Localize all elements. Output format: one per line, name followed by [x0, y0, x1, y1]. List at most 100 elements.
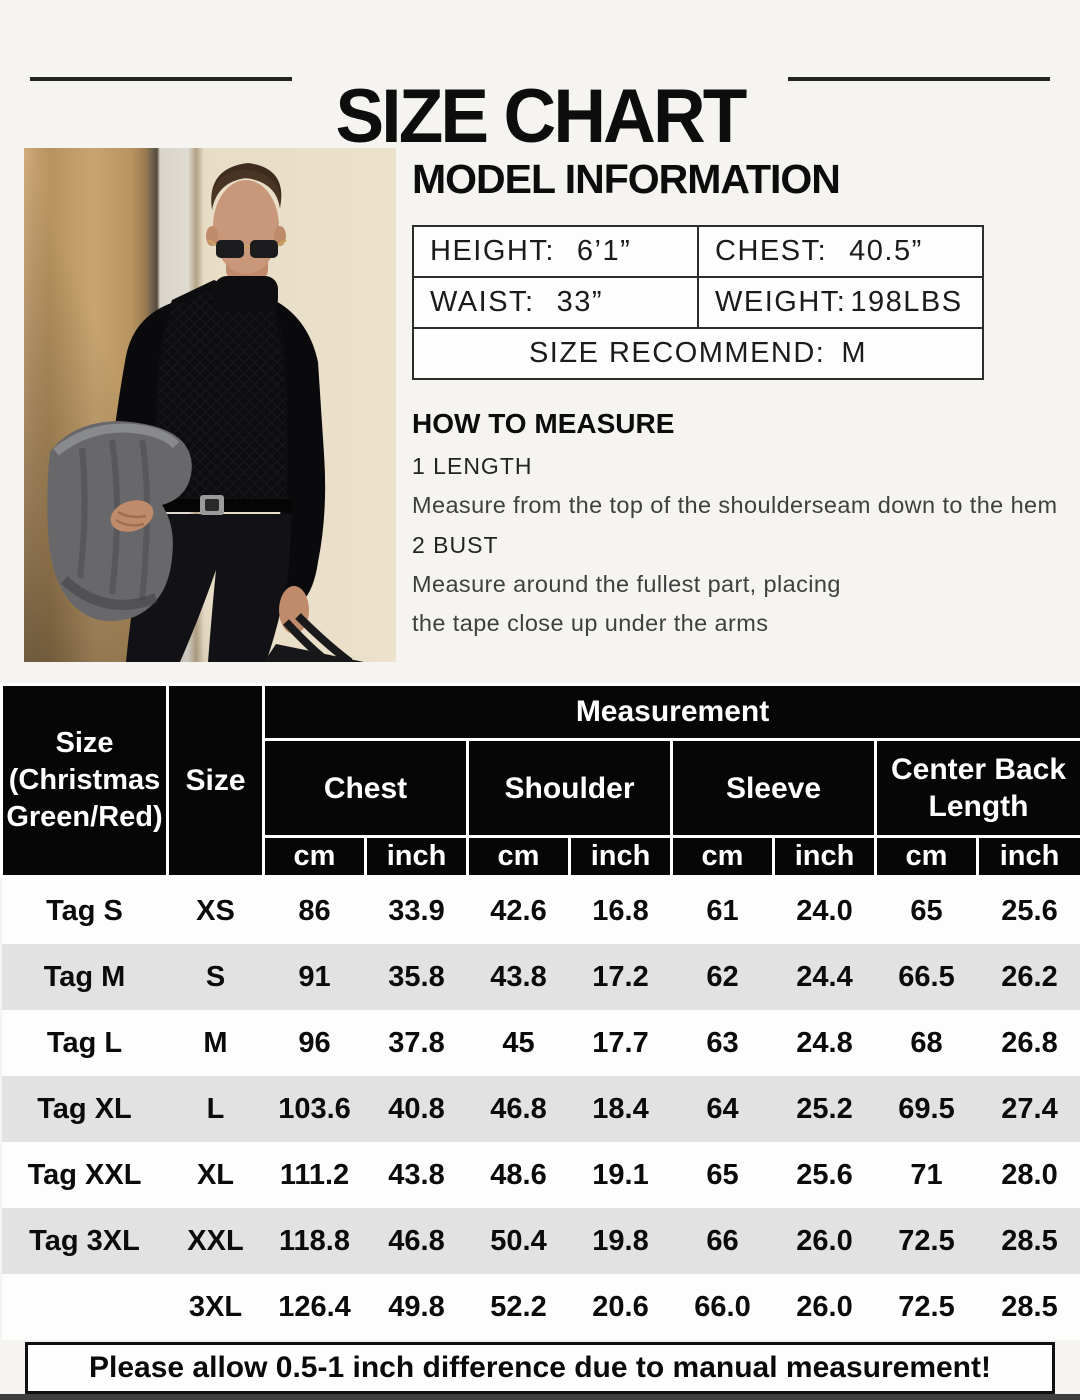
measurement-value-cell: 26.8: [1001, 1026, 1058, 1059]
column-header-measurement: Measurement: [261, 683, 1080, 741]
chest-label: CHEST:: [715, 235, 828, 267]
measurement-value-cell: 24.4: [796, 960, 853, 993]
unit-header-cm: cm: [874, 835, 979, 878]
unit-header-cm: cm: [262, 835, 367, 878]
waist-label: WAIST:: [430, 286, 535, 318]
measurement-value-cell: 86: [298, 894, 331, 927]
measurement-value-cell: 26.2: [1001, 960, 1058, 993]
step1-description: Measure from the top of the shoulderseam…: [412, 492, 1058, 518]
measurement-value-cell: 20.6: [592, 1290, 649, 1323]
measurement-value-cell: 71: [910, 1158, 943, 1191]
waist-value: 33”: [556, 286, 604, 318]
measurement-value-cell: 66: [706, 1224, 739, 1257]
column-header-size-color: Size (Christmas Green/Red): [0, 683, 169, 878]
measurement-value-cell: 65: [910, 894, 943, 927]
measurement-value-cell: 28.0: [1001, 1158, 1058, 1191]
size-table-row: Tag XXL XL 111.2 43.8 48.6 19.1 65 25.6 71 28.0: [1, 1142, 1080, 1208]
size-cell: XL: [196, 1158, 235, 1191]
measurement-value-cell: 68: [910, 1026, 943, 1059]
tag-cell: Tag S: [46, 894, 123, 927]
model-photo: [24, 148, 396, 662]
group-header-shoulder: Shoulder: [466, 738, 673, 838]
step2-description-line1: Measure around the fullest part, placing: [412, 571, 841, 597]
measurement-value-cell: 17.2: [592, 960, 649, 993]
measurement-value-cell: 91: [298, 960, 331, 993]
step1-title: 1 LENGTH: [412, 453, 533, 479]
measurement-value-cell: 33.9: [388, 894, 445, 927]
measurement-value-cell: 28.5: [1001, 1224, 1058, 1257]
weight-cell: WEIGHT: 198LBS: [697, 276, 984, 329]
model-info-row-3: SIZE RECOMMEND: M: [412, 327, 984, 380]
col1-line2: (Christmas: [8, 764, 161, 796]
measurement-value-cell: 37.8: [388, 1026, 445, 1059]
measurement-value-cell: 24.0: [796, 894, 853, 927]
measurement-value-cell: 72.5: [898, 1290, 955, 1323]
unit-header-inch: inch: [975, 835, 1080, 878]
group-header-chest: Chest: [262, 738, 469, 838]
step2-title: 2 BUST: [412, 532, 499, 558]
measurement-value-cell: 40.8: [388, 1092, 445, 1125]
col1-line3: Green/Red): [6, 801, 163, 833]
size-table-row: Tag XL L 103.6 40.8 46.8 18.4 64 25.2 69.5 27.4: [1, 1076, 1080, 1142]
model-info-table: HEIGHT: 6’1” CHEST: 40.5” WAIST: 33” WEIGHT…: [412, 225, 984, 380]
measurement-value-cell: 46.8: [388, 1224, 445, 1257]
size-recommend-label: SIZE RECOMMEND:: [528, 337, 826, 369]
tag-cell: Tag M: [43, 960, 126, 993]
height-value: 6’1”: [576, 235, 632, 267]
height-label: HEIGHT:: [430, 235, 555, 267]
measurement-value-cell: 49.8: [388, 1290, 445, 1323]
tag-cell: Tag XL: [37, 1092, 132, 1125]
size-recommend-value: M: [841, 337, 868, 369]
size-cell: XXL: [187, 1224, 244, 1257]
measurement-value-cell: 27.4: [1001, 1092, 1058, 1125]
measurement-value-cell: 43.8: [490, 960, 547, 993]
measurement-value-cell: 16.8: [592, 894, 649, 927]
measurement-value-cell: 45: [502, 1026, 535, 1059]
size-cell: 3XL: [188, 1290, 243, 1323]
measurement-value-cell: 48.6: [490, 1158, 547, 1191]
model-illustration: [47, 163, 364, 662]
bottom-edge-strip: [0, 1394, 1080, 1400]
info-column: MODEL INFORMATION HEIGHT: 6’1” CHEST: 40.5…: [412, 156, 1060, 643]
title-rule-right: [788, 77, 1050, 81]
size-table-row: Tag L M 96 37.8 45 17.7 63 24.8 68 26.8: [1, 1010, 1080, 1076]
unit-header-inch: inch: [772, 835, 877, 878]
measurement-value-cell: 28.5: [1001, 1290, 1058, 1323]
measurement-value-cell: 103.6: [278, 1092, 351, 1125]
column-header-size: Size: [166, 683, 265, 878]
measurement-value-cell: 46.8: [490, 1092, 547, 1125]
measurement-value-cell: 118.8: [279, 1224, 350, 1257]
size-cell: M: [203, 1026, 228, 1059]
tag-cell: Tag 3XL: [29, 1224, 140, 1257]
measurement-value-cell: 25.6: [1001, 894, 1058, 927]
measurement-value-cell: 61: [706, 894, 739, 927]
how-to-measure-heading: HOW TO MEASURE: [412, 408, 675, 439]
measurement-value-cell: 25.2: [796, 1092, 853, 1125]
size-cell: L: [206, 1092, 225, 1125]
weight-value: 198LBS: [850, 286, 963, 318]
model-info-row-1: HEIGHT: 6’1” CHEST: 40.5”: [412, 225, 984, 278]
measurement-value-cell: 43.8: [388, 1158, 445, 1191]
group-header-sleeve: Sleeve: [670, 738, 877, 838]
measurement-value-cell: 35.8: [388, 960, 445, 993]
size-table: Size (Christmas Green/Red) Size Measurem…: [0, 683, 1080, 1340]
tag-cell: Tag L: [46, 1026, 123, 1059]
chest-cell: CHEST: 40.5”: [697, 225, 984, 278]
size-table-row: Tag 3XL XXL 118.8 46.8 50.4 19.8 66 26.0 72.5 28.…: [1, 1208, 1080, 1274]
measurement-value-cell: 50.4: [490, 1224, 547, 1257]
step2-description-line2: the tape close up under the arms: [412, 610, 769, 636]
size-table-row: 3XL 126.4 49.8 52.2 20.6 66.0 26.0 72.5 28.5: [1, 1274, 1080, 1340]
measurement-value-cell: 52.2: [490, 1290, 547, 1323]
height-cell: HEIGHT: 6’1”: [412, 225, 699, 278]
group-header-center-back-length: Center Back Length: [873, 738, 1080, 838]
measurement-value-cell: 18.4: [592, 1092, 649, 1125]
measurement-value-cell: 126.4: [278, 1290, 351, 1323]
measurement-value-cell: 19.1: [592, 1158, 649, 1191]
tag-cell: Tag XXL: [27, 1158, 142, 1191]
size-table-body: Tag S XS 86 33.9 42.6 16.8 61 24.0 65 25.6 Tag M S 9…: [1, 876, 1080, 1340]
measurement-disclaimer: Please allow 0.5-1 inch difference due t…: [25, 1342, 1055, 1394]
measurement-value-cell: 19.8: [592, 1224, 649, 1257]
page-title: SIZE CHART: [335, 73, 748, 159]
weight-label: WEIGHT:: [715, 286, 847, 318]
